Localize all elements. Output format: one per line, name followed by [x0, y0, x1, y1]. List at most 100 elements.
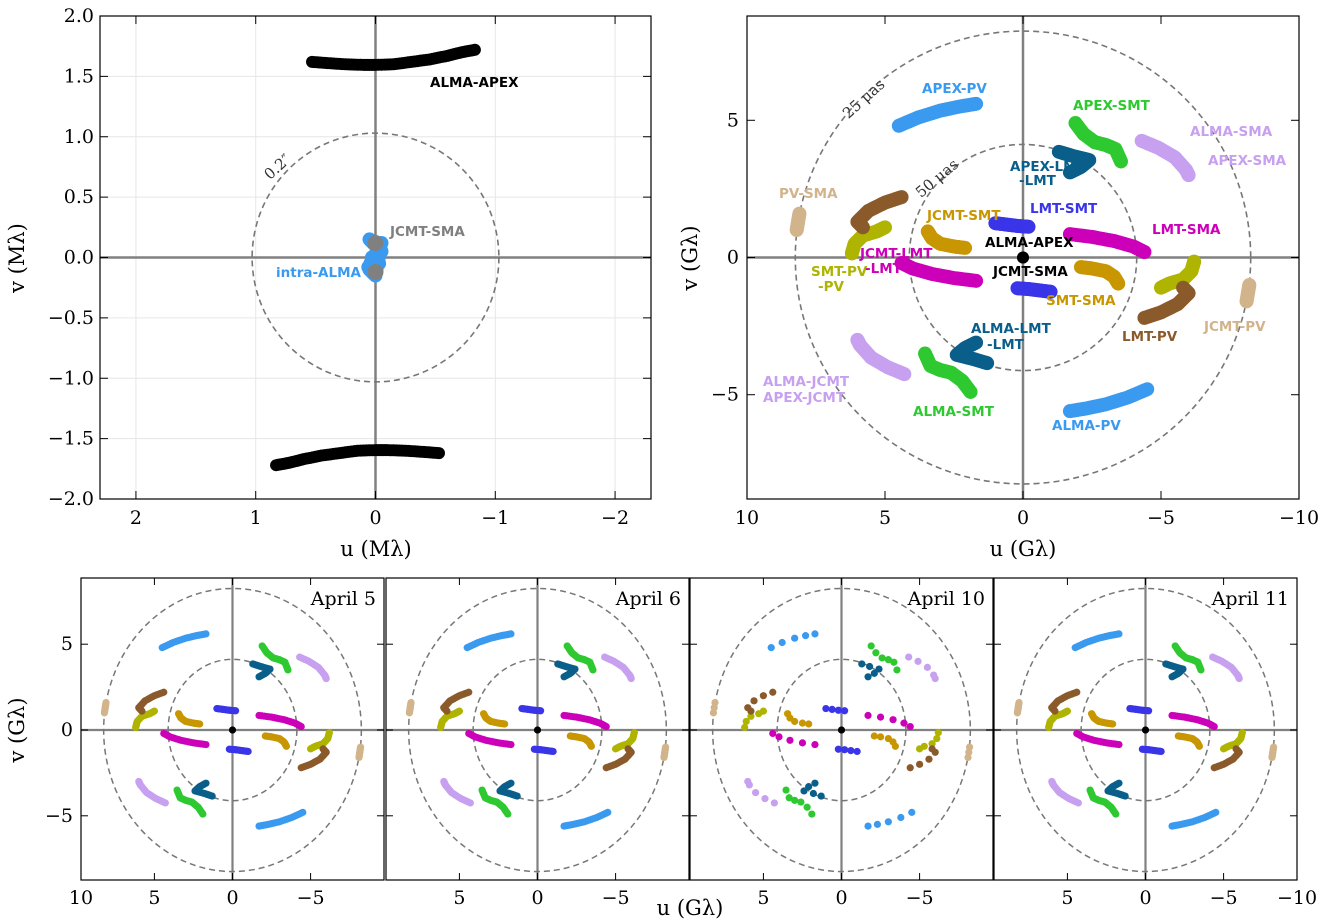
- point-LMT-SMT: [822, 704, 830, 713]
- x-tick-label: −2: [601, 507, 629, 529]
- series-label-alma-jcmt: ALMA-JCMT: [763, 374, 850, 390]
- angular-circle: [407, 587, 668, 873]
- point-SMT-PV-neg: [933, 734, 941, 743]
- y-tick-label: 0.0: [64, 247, 94, 269]
- point-ALMA-LMT: [507, 779, 515, 787]
- series-label-apex-pv: APEX-PV: [922, 81, 987, 97]
- point-ALMA-SMT: [173, 786, 181, 794]
- point-APEX-LMT: [866, 662, 874, 671]
- point-APEX-SMT: [867, 642, 875, 650]
- point-APEX-PV: [801, 632, 810, 640]
- point-ALMA-PV: [908, 808, 916, 816]
- point-SMT-PV-neg: [1154, 280, 1168, 295]
- point-APEX-LMT: [875, 665, 883, 673]
- point-LMT-PV-neg: [624, 745, 632, 753]
- point-ALMA-SMA: [322, 674, 330, 683]
- y-axis-label-top-left: v (Mλ): [5, 223, 29, 294]
- point-APEX-LMT: [1168, 673, 1176, 681]
- point-ALMA-SMA: [923, 663, 932, 671]
- point-APEX-SMT: [872, 649, 880, 657]
- panel-april-5: April 5 10 5 0 −5 5 0 −5: [45, 577, 385, 909]
- point-APEX-LMT: [870, 669, 878, 677]
- series-label-lmt-pv: LMT-PV: [1122, 329, 1178, 345]
- point-LMT-SMA: [876, 713, 885, 721]
- point-ALMA-JCMT: [751, 789, 760, 797]
- angular-circle: [794, 30, 1252, 485]
- point-APEX-SMT: [878, 654, 886, 662]
- series-label-apex-lmt: APEX-LMT: [1010, 159, 1087, 175]
- point-ALMA-LMT: [969, 335, 984, 350]
- point-LMT-SMA: [900, 719, 908, 727]
- series-label-alma-apex: ALMA-APEX: [985, 235, 1074, 251]
- series-label-alma-pv: ALMA-PV: [1052, 418, 1121, 434]
- x-tick-label: 10: [735, 507, 759, 529]
- panel-date-label: April 5: [310, 588, 376, 610]
- point-LMT-SMT: [1021, 219, 1036, 234]
- point-ALMA-JCMT: [440, 777, 448, 786]
- point-LMT-PV: [443, 707, 451, 715]
- series-label-extra: -LMT: [1019, 173, 1057, 189]
- point-SMT-PV-neg: [306, 745, 315, 753]
- point-APEX-PV: [791, 634, 799, 642]
- series-label-jcmt-pv: JCMT-PV: [1203, 319, 1266, 335]
- x-tick-label: 0: [226, 887, 238, 909]
- series-label-jcmt-smt: JCMT-SMT: [926, 208, 1001, 224]
- point-JCMT-LMT: [894, 255, 909, 270]
- series-label-alma-lmt: ALMA-LMT: [971, 321, 1052, 337]
- y-tick-label: −1.0: [48, 367, 94, 389]
- point-LMT-SMT-neg: [530, 745, 538, 753]
- series-label-extra: -LMT: [865, 261, 903, 277]
- point-APEX-PV: [969, 96, 984, 111]
- point-JCMT-PV: [356, 743, 365, 751]
- point-JCMT-LMT: [786, 736, 794, 744]
- y-axis-label-bottom: v (Gλ): [5, 697, 29, 763]
- point-JCMT-LMT: [811, 740, 819, 749]
- point-LMT-SMT: [1145, 707, 1153, 715]
- point-ALMA-SMT: [478, 786, 486, 794]
- y-tick-label: 5: [61, 633, 73, 655]
- y-tick-label: 1.5: [64, 65, 94, 87]
- angular-circle: [711, 587, 972, 873]
- point-JCMT-SMT: [958, 240, 973, 255]
- point-SMT-SMA: [1073, 260, 1088, 275]
- angular-circle: [908, 143, 1138, 372]
- point-LMT-PV-neg: [906, 764, 914, 772]
- y-tick-label: −1.5: [48, 428, 94, 450]
- point-APEX-PV: [778, 638, 786, 647]
- series-label-lmt-sma: LMT-SMA: [1152, 222, 1221, 238]
- point-ALMA-JCMT: [744, 777, 752, 786]
- x-tick-label: −10: [1279, 507, 1319, 529]
- point-ALMA-SMT: [918, 346, 933, 361]
- point-LMT-PV-neg: [1232, 745, 1240, 753]
- point-ALMA-LMT: [811, 779, 819, 787]
- circle-label-50: 50 μas: [912, 155, 962, 201]
- point-origin: [1142, 726, 1149, 734]
- point-ALMA-SMA: [627, 674, 635, 683]
- series-label-pv-sma: PV-SMA: [779, 186, 838, 202]
- point-JCMT-LMT: [1073, 729, 1081, 738]
- series-label-smt-sma: SMT-SMA: [1046, 293, 1116, 309]
- point-JCMT-SMT: [805, 720, 813, 728]
- panel-date-label: April 6: [615, 588, 681, 610]
- series-label-smt-pv: SMT-PV: [811, 264, 868, 280]
- point-JCMT-SMA: [367, 263, 384, 280]
- x-tick-label: 5: [757, 887, 769, 909]
- circle-label: 0.2″: [261, 150, 295, 183]
- point-PV-SMA: [100, 709, 109, 717]
- point-SMT-SMA: [261, 732, 269, 740]
- point-JCMT-SMT: [1109, 720, 1117, 728]
- point-ALMA-SMT: [803, 803, 811, 811]
- point-ALMA-JCMT: [135, 777, 143, 786]
- panel-date-label: April 11: [1211, 588, 1289, 610]
- point-LMT-SMT-neg: [847, 746, 855, 755]
- panel-april-6: April 6 5 0 −5: [385, 577, 690, 909]
- point-SMT-SMA: [884, 734, 892, 743]
- y-tick-label: 2.0: [64, 5, 94, 27]
- point-ALMA-SMT: [1086, 786, 1094, 794]
- point-JCMT-LMT: [798, 739, 807, 747]
- x-axis-label-top-right: u (Gλ): [990, 537, 1057, 561]
- point-ALMA-SMT: [785, 794, 793, 802]
- point-ALMA-PV: [873, 820, 882, 828]
- angular-circle: [1015, 587, 1276, 873]
- x-tick-label: 0: [369, 507, 381, 529]
